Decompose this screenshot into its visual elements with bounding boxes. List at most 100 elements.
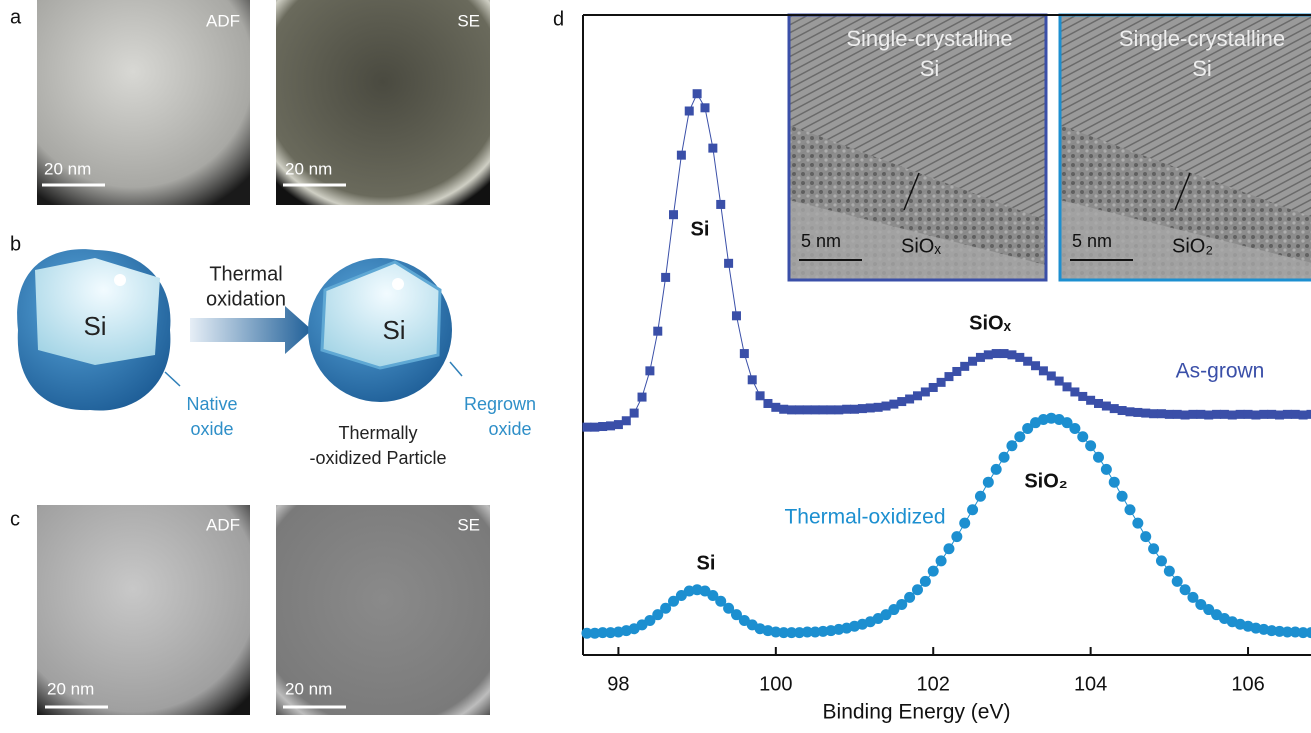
marker — [976, 353, 985, 362]
marker — [952, 367, 961, 376]
marker — [1086, 396, 1095, 405]
marker — [937, 378, 946, 387]
marker — [1291, 410, 1300, 419]
marker — [1055, 377, 1064, 386]
marker — [1283, 410, 1292, 419]
regrown-oxide-label: Regrown — [464, 394, 536, 414]
marker — [1102, 402, 1111, 411]
particle-label: -oxidized Particle — [309, 448, 446, 468]
panel-label: b — [10, 233, 21, 255]
marker — [645, 366, 654, 375]
series-name: As-grown — [1176, 360, 1265, 383]
layer-label: SiO₂ — [1172, 235, 1213, 257]
scale-label: 5 nm — [801, 231, 841, 251]
image-mode: ADF — [206, 11, 240, 30]
pointer — [165, 372, 180, 386]
marker — [1275, 411, 1284, 420]
marker — [842, 405, 851, 414]
marker — [1156, 555, 1167, 566]
marker — [716, 200, 725, 209]
marker — [882, 402, 891, 411]
core-label: Si — [382, 315, 405, 345]
marker — [999, 452, 1010, 463]
panel-label: c — [10, 508, 20, 530]
marker — [748, 375, 757, 384]
marker — [905, 395, 914, 404]
marker — [960, 362, 969, 371]
marker — [912, 584, 923, 595]
native-oxide-label: oxide — [190, 419, 233, 439]
x-tick-label: 102 — [917, 673, 950, 695]
marker — [834, 405, 843, 414]
marker — [708, 144, 717, 153]
marker — [944, 372, 953, 381]
marker — [1094, 399, 1103, 408]
marker — [1118, 406, 1127, 415]
marker — [991, 464, 1002, 475]
image-mode: SE — [457, 515, 480, 534]
marker — [967, 504, 978, 515]
marker — [1181, 411, 1190, 420]
marker — [1244, 410, 1253, 419]
marker — [858, 404, 867, 413]
marker — [1141, 409, 1150, 418]
panel-label: a — [10, 6, 22, 28]
image-mode: ADF — [206, 515, 240, 534]
marker — [606, 421, 615, 430]
marker — [1039, 366, 1048, 375]
marker — [975, 491, 986, 502]
marker — [874, 403, 883, 412]
marker — [693, 89, 702, 98]
marker — [1220, 410, 1229, 419]
marker — [1047, 371, 1056, 380]
marker — [1110, 404, 1119, 413]
marker — [1077, 431, 1088, 442]
marker — [1251, 411, 1260, 420]
x-tick-label: 100 — [759, 673, 792, 695]
marker — [1006, 440, 1017, 451]
marker — [1188, 410, 1197, 419]
marker — [771, 403, 780, 412]
marker — [1069, 423, 1080, 434]
marker — [1212, 410, 1221, 419]
arrow-label: oxidation — [206, 288, 286, 310]
peak-label: Si — [697, 552, 716, 574]
marker — [803, 405, 812, 414]
marker — [1165, 410, 1174, 419]
inset-title: Single-crystalline — [1119, 26, 1285, 51]
marker — [1085, 440, 1096, 451]
marker — [913, 391, 922, 400]
marker — [1133, 408, 1142, 417]
marker — [622, 416, 631, 425]
particle-label: Thermally — [338, 423, 417, 443]
peak-label: SiO₂ — [1024, 470, 1067, 492]
marker — [959, 518, 970, 529]
marker — [850, 405, 859, 414]
scale-label: 5 nm — [1072, 231, 1112, 251]
marker — [1228, 411, 1237, 420]
marker — [653, 327, 662, 336]
x-tick-label: 98 — [607, 673, 629, 695]
marker — [811, 405, 820, 414]
marker — [724, 259, 733, 268]
marker — [732, 311, 741, 320]
marker — [756, 391, 765, 400]
marker — [921, 387, 930, 396]
scale-label: 20 nm — [285, 679, 332, 698]
marker — [1172, 576, 1183, 587]
marker — [929, 383, 938, 392]
highlight — [392, 278, 404, 290]
marker — [795, 405, 804, 414]
marker — [1157, 409, 1166, 418]
marker — [1023, 357, 1032, 366]
marker — [1000, 349, 1009, 358]
marker — [700, 103, 709, 112]
marker — [1078, 392, 1087, 401]
marker — [928, 566, 939, 577]
marker — [1125, 407, 1134, 416]
pointer — [450, 362, 462, 376]
marker — [1101, 464, 1112, 475]
scale-label: 20 nm — [47, 679, 94, 698]
inset-title: Si — [920, 56, 940, 81]
